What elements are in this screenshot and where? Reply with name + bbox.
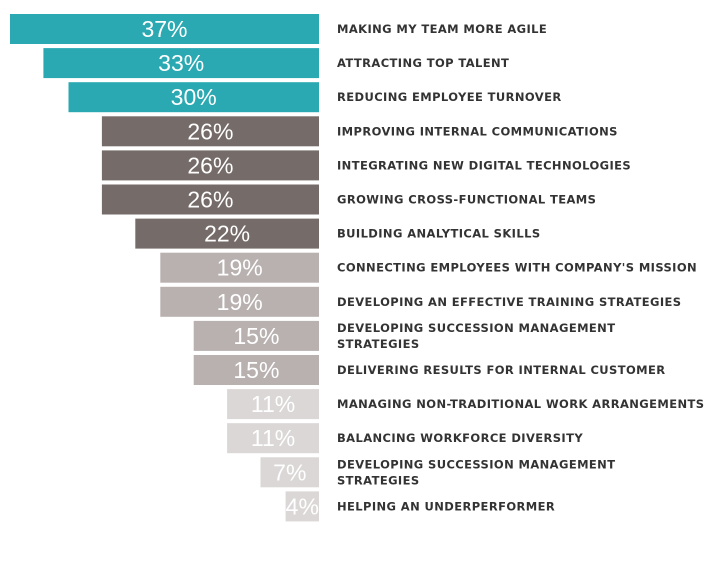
bar-value-label-2: 33% [158, 50, 204, 76]
category-label-15: HELPING AN UNDERPERFORMER [337, 499, 555, 513]
bar-value-label-11: 15% [233, 357, 279, 383]
category-label-14-line-1: DEVELOPING SUCCESSION MANAGEMENT [337, 457, 615, 471]
category-label-10-line-2: STRATEGIES [337, 337, 420, 351]
bar-value-label-6: 26% [187, 187, 233, 213]
bar-12 [227, 389, 319, 420]
bar-value-label-8: 19% [217, 255, 263, 281]
category-label-12: MANAGING NON-TRADITIONAL WORK ARRANGEMEN… [337, 397, 704, 411]
bar-value-label-13: 11% [251, 425, 295, 451]
bar-15 [285, 491, 319, 522]
category-label-5: INTEGRATING NEW DIGITAL TECHNOLOGIES [337, 158, 631, 172]
bar-1 [10, 14, 319, 44]
bar-4 [101, 116, 320, 147]
bar-value-label-4: 26% [187, 118, 233, 144]
category-label-8: CONNECTING EMPLOYEES WITH COMPANY'S MISS… [337, 261, 697, 275]
category-label-9: DEVELOPING AN EFFECTIVE TRAINING STRATEG… [337, 295, 682, 309]
bar-9 [160, 286, 319, 317]
category-label-6: GROWING CROSS-FUNCTIONAL TEAMS [337, 193, 596, 207]
category-label-4: IMPROVING INTERNAL COMMUNICATIONS [337, 124, 618, 138]
bar-3 [68, 82, 319, 113]
bar-11 [193, 355, 319, 385]
bar-value-label-1: 37% [141, 16, 187, 42]
bar-8 [160, 252, 319, 283]
bar-value-label-7: 22% [204, 221, 250, 247]
bar-6 [101, 184, 320, 215]
bar-13 [227, 423, 319, 454]
category-label-1: MAKING MY TEAM MORE AGILE [337, 22, 547, 36]
category-label-14-line-2: STRATEGIES [337, 473, 420, 487]
bar-value-label-9: 19% [217, 289, 263, 315]
category-label-7: BUILDING ANALYTICAL SKILLS [337, 227, 541, 241]
bar-5 [101, 150, 320, 181]
category-label-11: DELIVERING RESULTS FOR INTERNAL CUSTOMER [337, 363, 666, 377]
category-label-10-line-1: DEVELOPING SUCCESSION MANAGEMENT [337, 321, 615, 335]
category-label-3: REDUCING EMPLOYEE TURNOVER [337, 90, 562, 104]
bar-10 [193, 320, 319, 351]
bar-value-label-3: 30% [171, 84, 217, 110]
bar-value-label-12: 11% [251, 391, 295, 417]
category-label-13: BALANCING WORKFORCE DIVERSITY [337, 431, 583, 445]
bar-value-label-14: 7% [273, 459, 306, 485]
bar-14 [260, 457, 319, 488]
bar-2 [43, 48, 320, 79]
bar-value-label-15: 4% [286, 493, 319, 519]
bar-value-label-5: 26% [187, 152, 233, 178]
bar-7 [135, 218, 319, 249]
bar-value-label-10: 15% [233, 323, 279, 349]
category-label-2: ATTRACTING TOP TALENT [337, 56, 509, 70]
